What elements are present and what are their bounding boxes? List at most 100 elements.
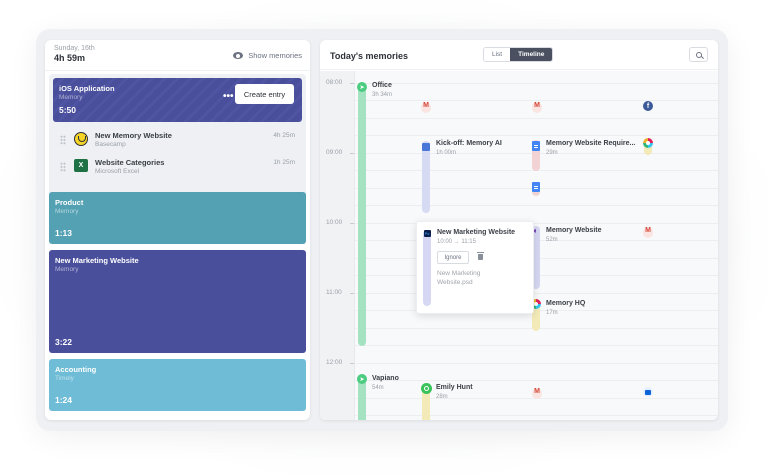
memory-title: iOS Application xyxy=(59,84,115,93)
memories-timeline-panel: Today's memories List Timeline xyxy=(320,40,718,420)
timeline-header: Today's memories List Timeline xyxy=(320,40,718,70)
create-entry-button[interactable]: Create entry xyxy=(235,84,294,104)
memory-subtitle: Memory xyxy=(55,266,79,273)
memory-title: Accounting xyxy=(55,365,97,374)
ignore-button[interactable]: Ignore xyxy=(437,251,469,264)
event-bar-vapiano[interactable] xyxy=(358,376,366,420)
whatsapp-icon xyxy=(420,383,432,394)
tab-list[interactable]: List xyxy=(484,48,511,61)
visual-studio-icon: ◂ xyxy=(532,226,537,235)
grid-line xyxy=(355,83,718,84)
item-duration: 4h 25m xyxy=(273,132,295,139)
memory-duration: 3:22 xyxy=(55,337,73,347)
google-docs-icon xyxy=(532,141,540,151)
location-icon: ➤ xyxy=(357,374,367,384)
event-title: Vapiano xyxy=(372,375,399,382)
hour-gutter xyxy=(320,71,355,420)
item-app: Basecamp xyxy=(95,141,126,148)
tab-timeline[interactable]: Timeline xyxy=(510,48,553,61)
memory-card-ios-application[interactable]: iOS Application Memory 5:50 ••• Create e… xyxy=(53,78,302,122)
gmail-icon[interactable] xyxy=(421,102,431,113)
event-bar-memory-hq[interactable] xyxy=(532,300,540,331)
grid-line xyxy=(355,205,718,206)
memory-item[interactable]: New Memory Website Basecamp 4h 25m xyxy=(53,127,302,153)
event-title: Memory Website xyxy=(546,227,602,234)
google-docs-icon[interactable] xyxy=(532,182,540,192)
day-header: Sunday, 16th 4h 59m Show memories xyxy=(45,40,310,71)
memory-card-product[interactable]: Product Memory 1:13 xyxy=(49,192,306,244)
memory-subtitle: Memory xyxy=(59,94,83,101)
drag-handle-icon[interactable] xyxy=(60,135,66,145)
memory-subtitle: Memory xyxy=(55,208,79,215)
popup-event-bar xyxy=(423,230,431,306)
item-app: Microsoft Excel xyxy=(95,168,140,175)
search-button[interactable] xyxy=(689,47,708,62)
grid-line xyxy=(355,380,718,381)
grid-line xyxy=(355,293,718,294)
item-title: New Memory Website xyxy=(95,131,172,140)
slack-icon[interactable] xyxy=(643,138,653,148)
event-bar-memory-website[interactable] xyxy=(532,226,540,289)
excel-icon: X xyxy=(74,159,88,172)
memory-title: New Marketing Website xyxy=(55,256,139,265)
memory-duration: 5:50 xyxy=(59,105,77,115)
google-calendar-icon xyxy=(422,143,430,151)
day-date: Sunday, 16th xyxy=(54,45,95,52)
event-duration: 17m xyxy=(546,310,558,316)
hour-label: 09:00 xyxy=(326,149,355,156)
show-memories-label: Show memories xyxy=(248,51,302,60)
hour-label: 11:00 xyxy=(326,289,354,296)
drag-handle-icon[interactable] xyxy=(60,162,66,172)
event-title: Memory Website Require... xyxy=(546,140,636,147)
hour-label: 08:00 xyxy=(326,79,355,86)
gmail-icon[interactable] xyxy=(532,388,542,399)
event-bar-emily-hunt[interactable] xyxy=(422,386,430,420)
event-title: Kick-off: Memory AI xyxy=(436,140,502,147)
popup-title: New Marketing Website xyxy=(437,229,516,236)
search-icon xyxy=(695,51,702,58)
more-options-icon[interactable]: ••• xyxy=(223,91,234,102)
event-popup: Ps New Marketing Website 10:00 → 11:15 I… xyxy=(416,221,534,314)
view-toggle: List Timeline xyxy=(483,47,554,62)
memory-subtitle: Timely xyxy=(55,375,74,382)
gmail-icon[interactable] xyxy=(643,227,653,238)
memory-duration: 1:24 xyxy=(55,395,73,405)
timeline[interactable]: 08:00 09:00 10:00 11:00 12:00 ➤ Office 3… xyxy=(320,71,718,420)
facebook-icon[interactable]: f xyxy=(643,101,653,111)
event-duration: 54m xyxy=(372,385,384,391)
outlook-icon[interactable] xyxy=(643,387,653,397)
event-duration: 3h 34m xyxy=(372,92,393,98)
trash-icon[interactable] xyxy=(477,252,484,260)
basecamp-icon xyxy=(74,132,88,146)
event-duration: 28m xyxy=(436,394,448,400)
memory-item[interactable]: X Website Categories Microsoft Excel 1h … xyxy=(53,154,302,180)
grid-line xyxy=(355,415,718,416)
gmail-icon[interactable] xyxy=(532,102,542,113)
event-title: Emily Hunt xyxy=(436,384,473,391)
popup-file-name: New Marketing Website.psd xyxy=(437,270,481,286)
memory-card-accounting[interactable]: Accounting Timely 1:24 xyxy=(49,359,306,411)
eye-icon xyxy=(233,52,244,59)
event-title: Office xyxy=(372,82,392,89)
page-title: Today's memories xyxy=(330,51,409,61)
event-duration: 52m xyxy=(546,237,558,243)
photoshop-icon: Ps xyxy=(423,230,431,237)
slack-icon xyxy=(531,299,541,309)
event-duration: 1h 00m xyxy=(436,150,457,156)
event-title: Memory HQ xyxy=(546,300,586,307)
memory-title: Product xyxy=(55,198,84,207)
memory-duration: 1:13 xyxy=(55,228,73,238)
show-memories-button[interactable]: Show memories xyxy=(233,51,302,60)
event-bar-kickoff[interactable] xyxy=(422,141,430,213)
memory-card-new-marketing-website[interactable]: New Marketing Website Memory 3:22 xyxy=(49,250,306,353)
grid-line xyxy=(355,100,718,101)
grid-line xyxy=(355,118,718,119)
event-bar-office[interactable] xyxy=(358,84,366,346)
day-summary-panel: Sunday, 16th 4h 59m Show memories iOS Ap… xyxy=(45,40,310,420)
grid-line xyxy=(355,363,718,364)
event-bar-memory-website-requirements[interactable] xyxy=(532,140,540,171)
location-icon: ➤ xyxy=(357,82,367,92)
grid-line xyxy=(355,223,718,224)
hour-label: 12:00 xyxy=(326,359,355,366)
